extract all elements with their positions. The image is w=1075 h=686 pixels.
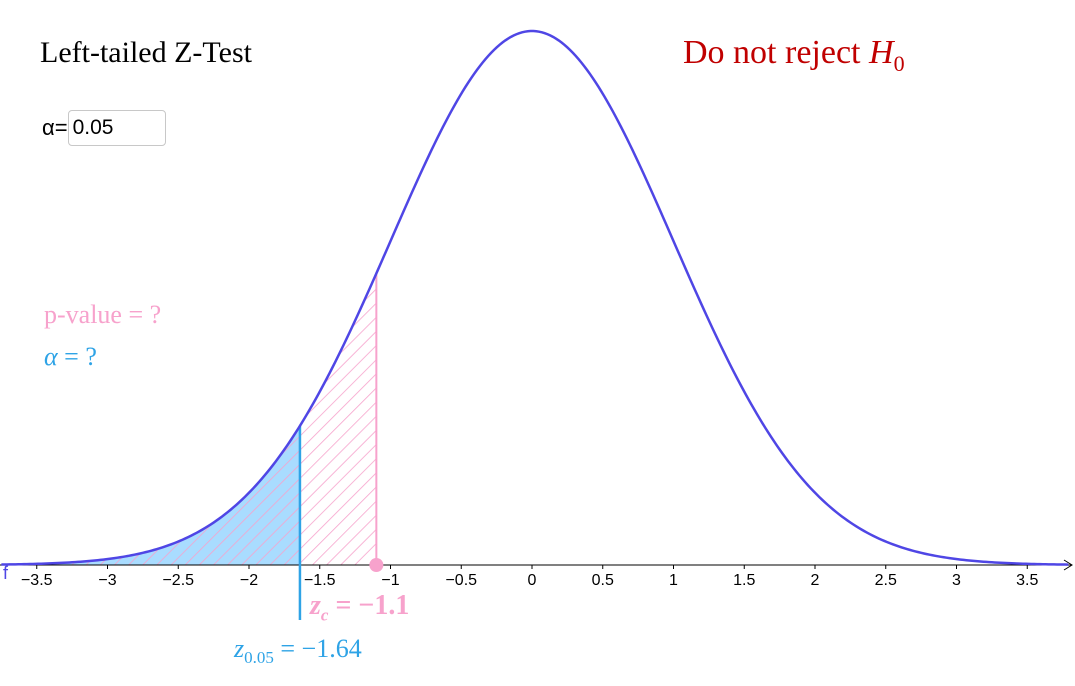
decision-label: Do not reject H0 <box>683 34 905 77</box>
x-axis-arrow <box>1063 559 1073 571</box>
critical-value-label: z0.05 = −1.64 <box>234 634 362 668</box>
alpha-input-field[interactable] <box>67 110 166 146</box>
x-tick-label: 3.5 <box>1016 572 1038 589</box>
test-title: Left-tailed Z-Test <box>40 36 252 69</box>
function-label: f <box>3 563 9 583</box>
x-tick-label: −3 <box>98 572 116 589</box>
x-tick-label: 3 <box>952 572 961 589</box>
x-tick-label: 0.5 <box>592 572 614 589</box>
test-statistic-label: zc = −1.1 <box>310 590 410 625</box>
test-statistic-point[interactable] <box>369 558 384 572</box>
x-tick-label: 2 <box>811 572 820 589</box>
x-tick-label: −1 <box>381 572 399 589</box>
x-tick-label: 1.5 <box>733 572 755 589</box>
x-tick-label: 2.5 <box>875 572 897 589</box>
pvalue-hatched-area <box>1 273 377 565</box>
x-tick-label: −1.5 <box>304 572 336 589</box>
decision-text: Do not reject <box>683 34 861 71</box>
alpha-label: α = ? <box>44 342 97 371</box>
alpha-input-label: α= <box>42 115 68 140</box>
x-tick-label: 0 <box>528 572 537 589</box>
x-tick-label: −3.5 <box>21 572 53 589</box>
x-tick-label: −0.5 <box>445 572 477 589</box>
x-axis-ticks: −3.5 −3 −2.5 −2 −1.5 −1 −0.5 0 0.5 1 1.5 2 2.5 3 3.5 <box>21 565 1038 589</box>
x-tick-label: −2.5 <box>162 572 194 589</box>
pvalue-label: p-value = ? <box>44 300 162 329</box>
x-tick-label: 1 <box>669 572 678 589</box>
decision-hypothesis: H0 <box>869 34 905 76</box>
x-tick-label: −2 <box>240 572 258 589</box>
alpha-input-row: α= <box>42 108 166 148</box>
normal-curve <box>1 29 1069 566</box>
